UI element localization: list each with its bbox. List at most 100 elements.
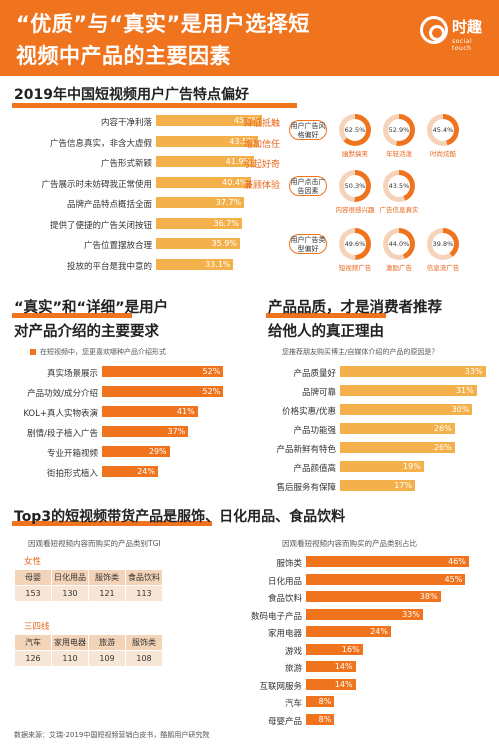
category-label: 广告信息真实，非含大虚假 — [49, 138, 152, 149]
tgi-cell: 母婴 — [14, 569, 52, 586]
category-label: 内容干净利落 — [100, 118, 152, 128]
bar: 45.4% — [156, 115, 263, 126]
bar: 52% — [102, 366, 224, 377]
tgi-cell: 108 — [125, 650, 163, 667]
donut-value: 50.3% — [344, 175, 366, 197]
section3-title-line2: 给他人的真正理由 — [268, 324, 384, 340]
bar: 31% — [340, 385, 477, 396]
bar: 33.1% — [156, 258, 234, 270]
category-label: KOL+真人实物表演 — [23, 409, 98, 419]
bar-value-label: 8% — [318, 714, 332, 724]
donut-value: 44.0% — [388, 233, 410, 255]
donut-label: 激励广告 — [386, 264, 412, 272]
donut-value: 39.8% — [432, 233, 454, 255]
category-label: 提供了便捷的广告关闭按钮 — [49, 220, 152, 231]
bar: 8% — [306, 696, 335, 707]
bar: 19% — [340, 461, 424, 472]
donut-value: 49.6% — [344, 233, 366, 255]
category-label: 真实场景展示 — [46, 369, 98, 379]
logo-icon — [420, 16, 448, 44]
category-label: 专业开箱视频 — [46, 449, 98, 459]
tgi-cell: 服饰类 — [88, 569, 126, 586]
category-label: 品牌产品特点概括全面 — [66, 200, 152, 210]
bar: 29% — [102, 446, 170, 457]
section3-title-line1: 产品品质，才是消费者推荐 — [268, 300, 442, 316]
category-label: 母婴产品 — [267, 716, 302, 727]
section1-title: 2019年中国短视频用户广告特点偏好 — [14, 87, 249, 103]
section4-title: Top3的短视频带货产品是服饰、日化用品、食品饮料 — [14, 509, 346, 525]
bar: 17% — [340, 480, 415, 491]
category-label: 家用电器 — [267, 629, 302, 639]
category-label: 投放的平台是我中意的 — [66, 261, 152, 272]
donut-chart: 52.9% — [383, 114, 415, 146]
bar-value-label: 26% — [433, 443, 452, 452]
donut-chart: 45.4% — [427, 114, 459, 146]
bar-value-label: 33.1% — [205, 259, 231, 269]
bar-annotation: 增加信任 — [244, 139, 281, 150]
tgi-cell: 汽车 — [14, 634, 52, 651]
bar-value-label: 41% — [176, 407, 195, 416]
tgi-cell: 110 — [51, 650, 89, 667]
bar-value-label: 30% — [451, 405, 470, 414]
bar-value-label: 40.4% — [222, 177, 248, 187]
category-label: 产品新鲜有特色 — [276, 445, 336, 455]
data-source: 数据来源：艾瑞-2019中国短视频营销白皮书，酷鹅用户研究院 — [14, 731, 210, 739]
bar-value-label: 41.9% — [225, 157, 252, 166]
page-title-line1: “优质”与“真实”是用户选择短 — [16, 12, 310, 36]
donut-group-label: 用户广告类型偏好 — [289, 234, 327, 254]
bar: 16% — [306, 643, 363, 655]
header-banner: “优质”与“真实”是用户选择短 视频中产品的主要因素 时趣 social tou… — [0, 0, 499, 76]
bar: 43.5% — [156, 135, 258, 147]
bar: 38% — [306, 591, 441, 602]
bar-value-label: 43.5% — [229, 136, 255, 146]
tgi-cell: 130 — [51, 585, 89, 602]
bar-value-label: 37.7% — [215, 198, 242, 207]
category-label: 售后服务有保障 — [276, 483, 336, 493]
bar-value-label: 19% — [403, 462, 421, 471]
category-label: 旅游 — [284, 664, 302, 674]
tgi-cell: 日化用品 — [51, 569, 89, 586]
bar-annotation: 兼顾体验 — [244, 180, 281, 191]
section3-underline — [266, 313, 386, 318]
bar-annotation: 降低抵触 — [244, 119, 281, 129]
category-label: 食品饮料 — [267, 594, 302, 604]
donut-label: 年轻活泼 — [386, 150, 412, 158]
bar: 14% — [306, 678, 356, 690]
tgi-tier-table: 汽车 家用电器 旅游 服饰类 126 110 109 108 — [14, 634, 163, 667]
donut-chart: 50.3% — [339, 170, 371, 202]
section2-title-line2: 对产品介绍的主要要求 — [14, 324, 159, 340]
bar: 46% — [306, 556, 469, 567]
tgi-cell: 109 — [88, 650, 126, 667]
tgi-female-label: 女性 — [24, 557, 42, 567]
bar-value-label: 35.9% — [211, 239, 237, 248]
tgi-cell: 食品饮料 — [125, 569, 163, 586]
bar: 14% — [306, 661, 356, 672]
section4-right-subtitle: 因观看短视频内容而购买的产品类别占比 — [282, 539, 417, 548]
category-label: 日化用品 — [267, 576, 302, 587]
bar: 8% — [306, 713, 335, 725]
category-label: 产品功能强 — [293, 426, 336, 436]
bar-value-label: 33% — [402, 609, 420, 619]
bar-value-label: 24% — [370, 627, 388, 636]
section4-left-subtitle: 因观看短视频内容而购买的产品类别TGI — [28, 539, 161, 548]
bar: 41.9% — [156, 156, 255, 167]
bar: 45% — [306, 573, 466, 585]
bar-value-label: 26% — [433, 424, 452, 433]
bar: 36.7% — [156, 217, 242, 229]
bar-value-label: 29% — [148, 447, 167, 456]
category-label: 品牌可靠 — [301, 388, 336, 398]
donut-chart: 44.0% — [383, 228, 415, 260]
donut-label: 幽默搞笑 — [342, 150, 368, 158]
category-label: 游戏 — [284, 646, 302, 657]
page-title-line2: 视频中产品的主要因素 — [16, 44, 231, 68]
bar-value-label: 17% — [394, 481, 412, 490]
bar-annotation: 引起好奇 — [244, 160, 281, 170]
logo-subtext: social touch — [452, 38, 473, 52]
bar-value-label: 24% — [137, 467, 155, 476]
category-label: 广告位置摆放合理 — [83, 241, 152, 251]
section2-underline — [12, 313, 132, 318]
section3-subtitle: 您推荐朋友购买博主/自媒体介绍的产品的原因是？ — [282, 348, 439, 356]
bar: 52% — [102, 386, 224, 397]
bar-value-label: 37% — [167, 427, 186, 436]
category-label: 广告展示时未妨碍我正常使用 — [41, 179, 152, 190]
